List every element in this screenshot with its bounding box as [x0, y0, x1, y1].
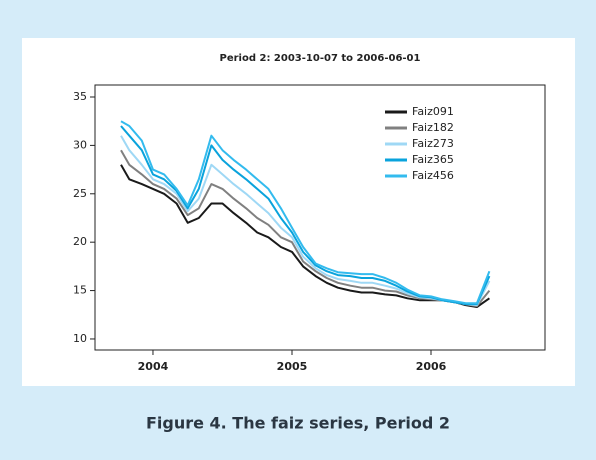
y-tick-label: 35 [73, 90, 87, 103]
y-tick-label: 20 [73, 235, 87, 248]
x-tick-label: 2006 [416, 360, 447, 373]
x-tick-label: 2005 [277, 360, 308, 373]
legend-label: Faiz091 [412, 105, 454, 118]
plot-frame [94, 84, 546, 351]
chart-panel [22, 38, 575, 386]
y-tick-label: 10 [73, 332, 87, 345]
legend-label: Faiz182 [412, 121, 454, 134]
figure-caption: Figure 4. The faiz series, Period 2 [146, 414, 450, 433]
line-series [120, 164, 490, 308]
legend-label: Faiz273 [412, 137, 454, 150]
legend-label: Faiz365 [412, 153, 454, 166]
chart-title: Period 2: 2003-10-07 to 2006-06-01 [220, 53, 421, 64]
x-tick-label: 2004 [138, 360, 169, 373]
legend-label: Faiz456 [412, 169, 454, 182]
y-tick-label: 15 [73, 284, 87, 297]
y-tick-label: 25 [73, 187, 87, 200]
line-series [120, 120, 491, 305]
y-tick-label: 30 [73, 138, 87, 151]
